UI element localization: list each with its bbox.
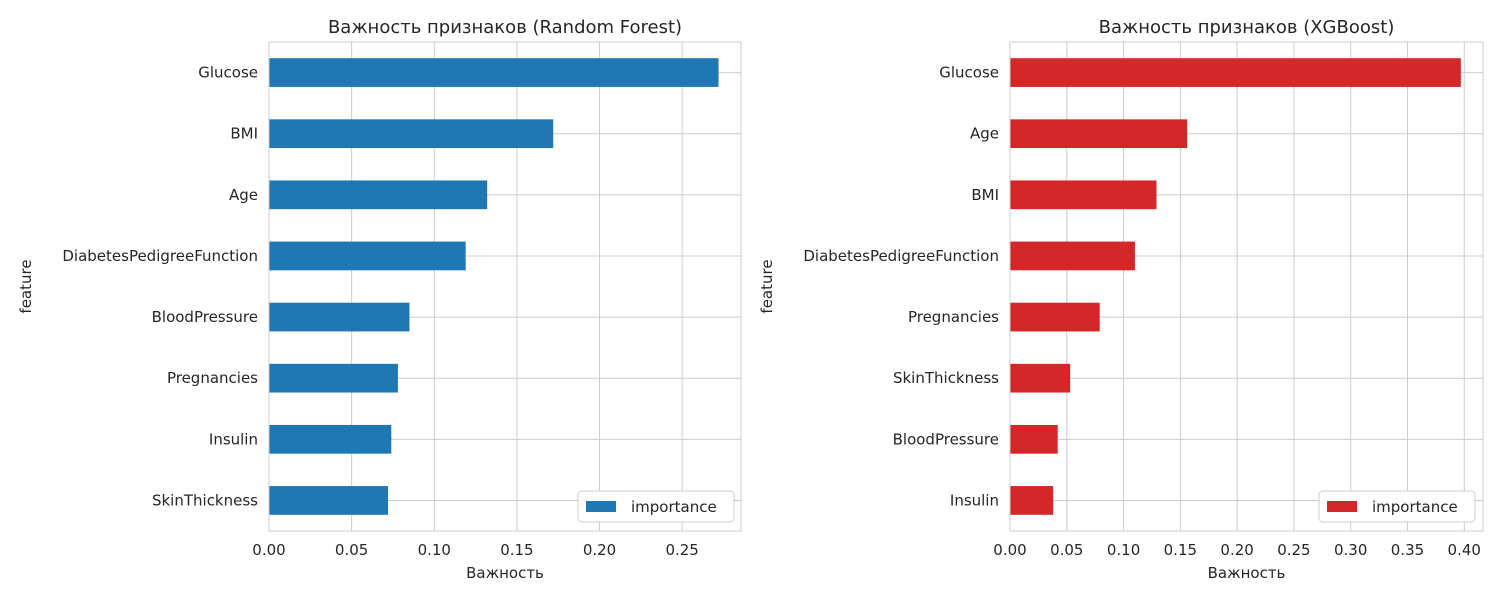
y-tick-label: BloodPressure: [152, 308, 258, 326]
x-tick-label: 0.00: [252, 541, 285, 559]
x-tick-label: 0.05: [335, 541, 368, 559]
bar-glucose: [269, 58, 719, 87]
y-tick-label: SkinThickness: [893, 369, 999, 387]
legend: importance: [1318, 490, 1476, 523]
legend-label: importance: [1372, 498, 1458, 516]
legend: importance: [577, 490, 735, 523]
y-axis-label: feature: [758, 259, 776, 313]
plot-frame: [268, 41, 742, 532]
bar-age: [269, 180, 488, 210]
y-tick-label: DiabetesPedigreeFunction: [62, 247, 258, 265]
y-tick-label: Pregnancies: [167, 369, 258, 387]
y-tick-label: BMI: [230, 125, 258, 143]
y-tick-label: DiabetesPedigreeFunction: [803, 247, 999, 265]
bar-skinthickness: [1010, 363, 1071, 393]
y-tick-label: Insulin: [209, 430, 258, 448]
legend-label: importance: [631, 498, 717, 516]
y-axis-label: feature: [17, 259, 35, 313]
x-tick-label: 0.35: [1391, 541, 1424, 559]
x-tick-label: 0.15: [1164, 541, 1197, 559]
y-tick-label: BMI: [971, 186, 999, 204]
bar-insulin: [269, 424, 392, 454]
bar-bloodpressure: [1010, 424, 1058, 454]
chart-panel-0: 0.00 0.05 0.10 0.15 0.20 0.25 Glucose BMI Age Dia…: [17, 17, 742, 582]
legend-swatch: [1327, 501, 1357, 512]
x-tick-label: 0.25: [1277, 541, 1310, 559]
bar-bmi: [269, 119, 554, 149]
y-tick-label: Age: [970, 125, 999, 143]
x-axis-label: Важность: [466, 564, 544, 582]
bar-bloodpressure: [269, 302, 410, 332]
y-tick-label: Glucose: [939, 64, 999, 82]
legend-swatch: [586, 501, 616, 512]
x-tick-label: 0.40: [1448, 541, 1481, 559]
bar-glucose: [1010, 58, 1461, 87]
bar-diabetespedigreefunction: [269, 241, 466, 271]
y-tick-label: BloodPressure: [893, 430, 999, 448]
x-axis-label: Важность: [1208, 564, 1286, 582]
bar-pregnancies: [1010, 302, 1100, 332]
x-tick-label: 0.30: [1334, 541, 1367, 559]
x-tick-label: 0.20: [1220, 541, 1253, 559]
bar-skinthickness: [269, 486, 388, 515]
chart-title: Важность признаков (Random Forest): [328, 17, 682, 38]
chart-title: Важность признаков (XGBoost): [1099, 17, 1395, 38]
plot-frame: [1009, 41, 1484, 532]
x-tick-label: 0.10: [418, 541, 451, 559]
y-tick-label: SkinThickness: [152, 491, 258, 509]
bar-diabetespedigreefunction: [1010, 241, 1135, 271]
x-tick-label: 0.10: [1107, 541, 1140, 559]
bar-age: [1010, 119, 1188, 149]
x-tick-label: 0.20: [583, 541, 616, 559]
bar-bmi: [1010, 180, 1157, 210]
legend-box: [577, 490, 735, 523]
x-tick-label: 0.25: [665, 541, 698, 559]
chart-panel-1: 0.00 0.05 0.10 0.15 0.20 0.25 0.30 0.35 0.40 Gluc…: [758, 17, 1484, 582]
bar-insulin: [1010, 486, 1054, 515]
y-tick-label: Age: [229, 186, 258, 204]
y-tick-label: Glucose: [198, 64, 258, 82]
x-tick-label: 0.05: [1050, 541, 1083, 559]
legend-box: [1318, 490, 1476, 523]
bar-pregnancies: [269, 363, 398, 393]
y-tick-label: Pregnancies: [908, 308, 999, 326]
y-tick-label: Insulin: [950, 491, 999, 509]
x-tick-label: 0.00: [993, 541, 1026, 559]
x-tick-label: 0.15: [500, 541, 533, 559]
